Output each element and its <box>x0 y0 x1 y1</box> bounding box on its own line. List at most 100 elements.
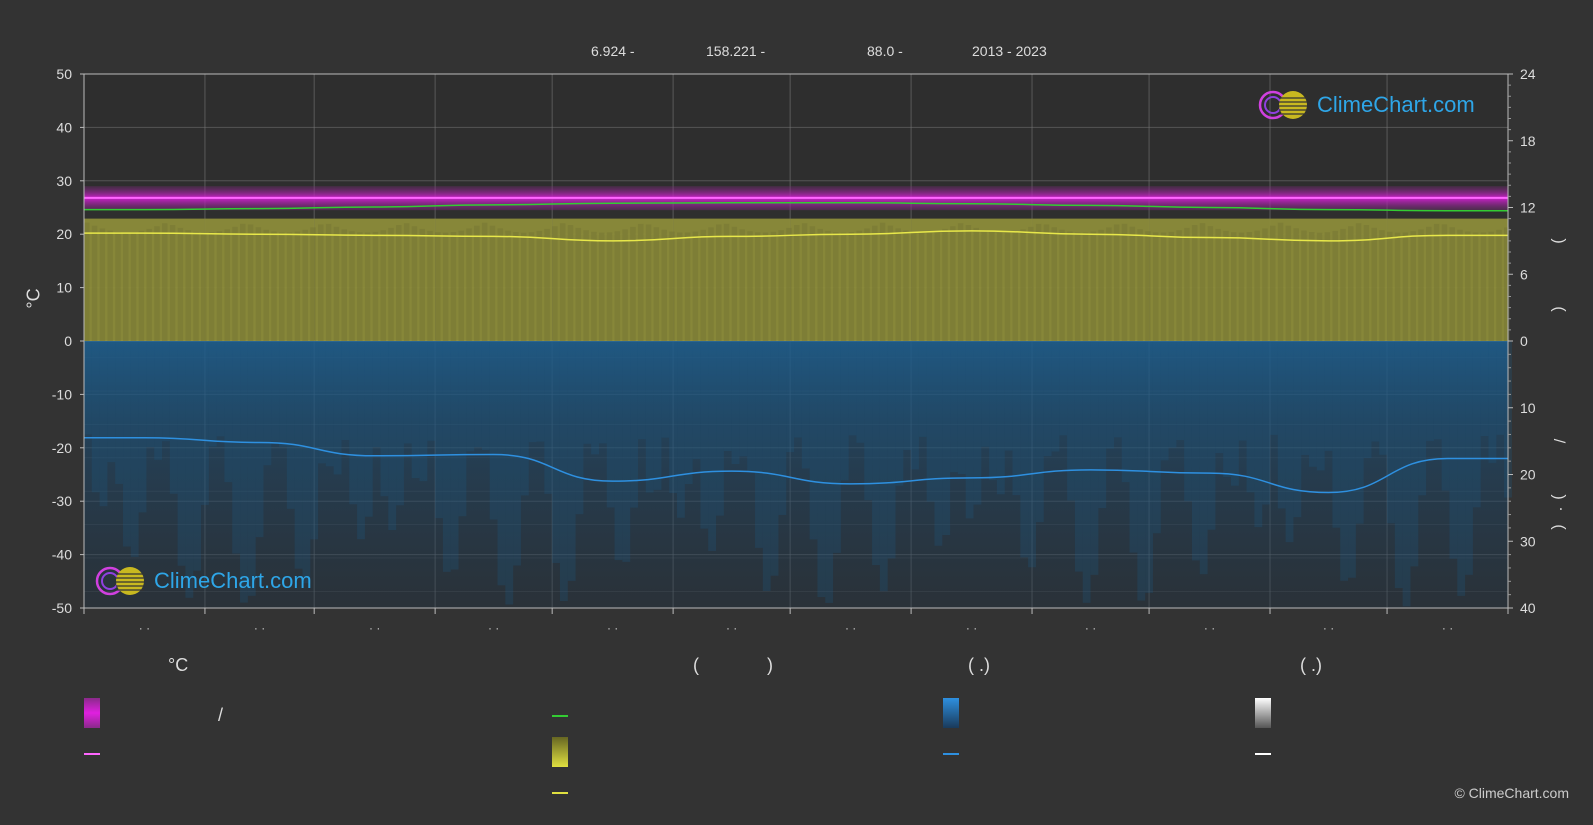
sunshine-column <box>957 223 964 341</box>
sunshine-column <box>833 232 839 341</box>
legend-temp-line-swatch <box>84 753 100 755</box>
precipitation-column <box>403 341 412 444</box>
sunshine-column <box>1238 232 1245 341</box>
precipitation-column <box>1113 341 1122 438</box>
precipitation-column <box>1191 341 1200 561</box>
precipitation-column <box>388 341 397 531</box>
sunshine-column <box>996 232 1003 341</box>
sunshine-column <box>559 223 566 341</box>
precipitation-column <box>762 341 771 592</box>
precipitation-column <box>481 341 490 451</box>
right-axis-top-open: ( <box>1550 306 1568 312</box>
precipitation-column <box>279 341 287 447</box>
precipitation-column <box>1371 341 1380 442</box>
sunshine-column <box>396 225 402 341</box>
precipitation-column <box>1262 341 1271 505</box>
precipitation-column <box>177 341 186 566</box>
daylight-band <box>790 218 912 341</box>
precipitation-column <box>1098 341 1107 509</box>
sunshine-column <box>1168 231 1175 341</box>
sunshine-column <box>435 232 441 341</box>
sunshine-column <box>575 227 582 341</box>
sunshine-column <box>1028 226 1034 341</box>
precipitation-column <box>130 341 139 557</box>
sunshine-column <box>1113 224 1120 341</box>
sunshine-column <box>489 225 496 341</box>
sunshine-column <box>817 228 823 341</box>
sunshine-column <box>583 230 589 341</box>
sunshine-column <box>520 232 527 341</box>
sunshine-column <box>606 232 613 341</box>
sunshine-column <box>115 232 121 341</box>
precipitation-column <box>1238 341 1247 441</box>
precipitation-column <box>794 341 802 438</box>
precipitation-column <box>614 341 623 561</box>
sunshine-column <box>294 231 301 341</box>
precipitation-column <box>1231 341 1239 486</box>
right-bottom-tick-label: 40 <box>1520 600 1536 616</box>
precipitation-column <box>1028 341 1036 568</box>
precipitation-column <box>435 341 443 519</box>
daylight-band <box>673 218 791 341</box>
sunshine-column <box>1332 230 1338 341</box>
month-tick-label: · · <box>488 621 499 635</box>
logo-bottom-left: ClimeChart.com <box>94 564 312 598</box>
precipitation-column <box>645 341 654 493</box>
precipitation-column <box>989 341 997 481</box>
sunshine-column <box>973 227 979 341</box>
precipitation-column <box>825 341 834 603</box>
precipitation-column <box>115 341 124 484</box>
sunshine-column <box>1301 230 1307 341</box>
sunshine-column <box>466 228 472 341</box>
month-tick-label: · · <box>966 621 977 635</box>
daylight-band <box>911 218 1033 341</box>
month-tick-label: · · <box>254 621 265 635</box>
legend-col1-slash: / <box>218 705 224 725</box>
precipitation-column <box>731 341 740 464</box>
precipitation-column <box>1059 341 1068 436</box>
precipitation-column <box>1168 341 1177 448</box>
precipitation-column <box>1355 341 1364 524</box>
legend-snow-line-swatch <box>1255 753 1271 755</box>
precipitation-column <box>185 341 194 598</box>
precipitation-column <box>372 341 381 448</box>
precipitation-column <box>1074 341 1083 572</box>
precipitation-column <box>1152 341 1161 534</box>
sunshine-column <box>263 229 269 341</box>
precipitation-column <box>1145 341 1153 593</box>
precipitation-column <box>1051 341 1060 452</box>
month-tick-label: · · <box>369 621 380 635</box>
sunshine-column <box>700 229 706 341</box>
data-bands <box>84 186 1512 608</box>
precipitation-column <box>99 341 108 507</box>
precipitation-column <box>575 341 584 515</box>
daylight-band <box>314 218 436 341</box>
sunshine-column <box>903 230 909 341</box>
sunshine-column <box>1098 229 1104 341</box>
sunshine-column <box>1402 232 1409 341</box>
precipitation-column <box>224 341 233 483</box>
sunshine-column <box>302 229 308 341</box>
green-line <box>84 201 1508 212</box>
precipitation-column <box>1316 341 1325 471</box>
sunshine-column <box>950 226 956 341</box>
right-axis-bottom-dot: · <box>1552 506 1570 512</box>
sunshine-column <box>1293 228 1299 341</box>
precipitation-column <box>1004 341 1013 451</box>
precipitation-column <box>107 341 116 463</box>
sunshine-column <box>481 222 488 341</box>
sunshine-column <box>99 228 106 341</box>
precipitation-column <box>1332 341 1341 528</box>
precipitation-column <box>240 341 248 603</box>
sunshine-column <box>1340 228 1346 341</box>
sunshine-column <box>1254 230 1260 341</box>
sunshine-column <box>1004 232 1011 341</box>
legend-green-line-swatch <box>552 715 568 717</box>
sunshine-column <box>669 231 675 341</box>
precipitation-column <box>357 341 365 540</box>
precipitation-column <box>1293 341 1302 518</box>
left-tick-label: 50 <box>56 66 72 82</box>
precipitation-column <box>747 341 756 473</box>
precipitation-column <box>1270 341 1278 435</box>
precipitation-column <box>271 341 280 442</box>
